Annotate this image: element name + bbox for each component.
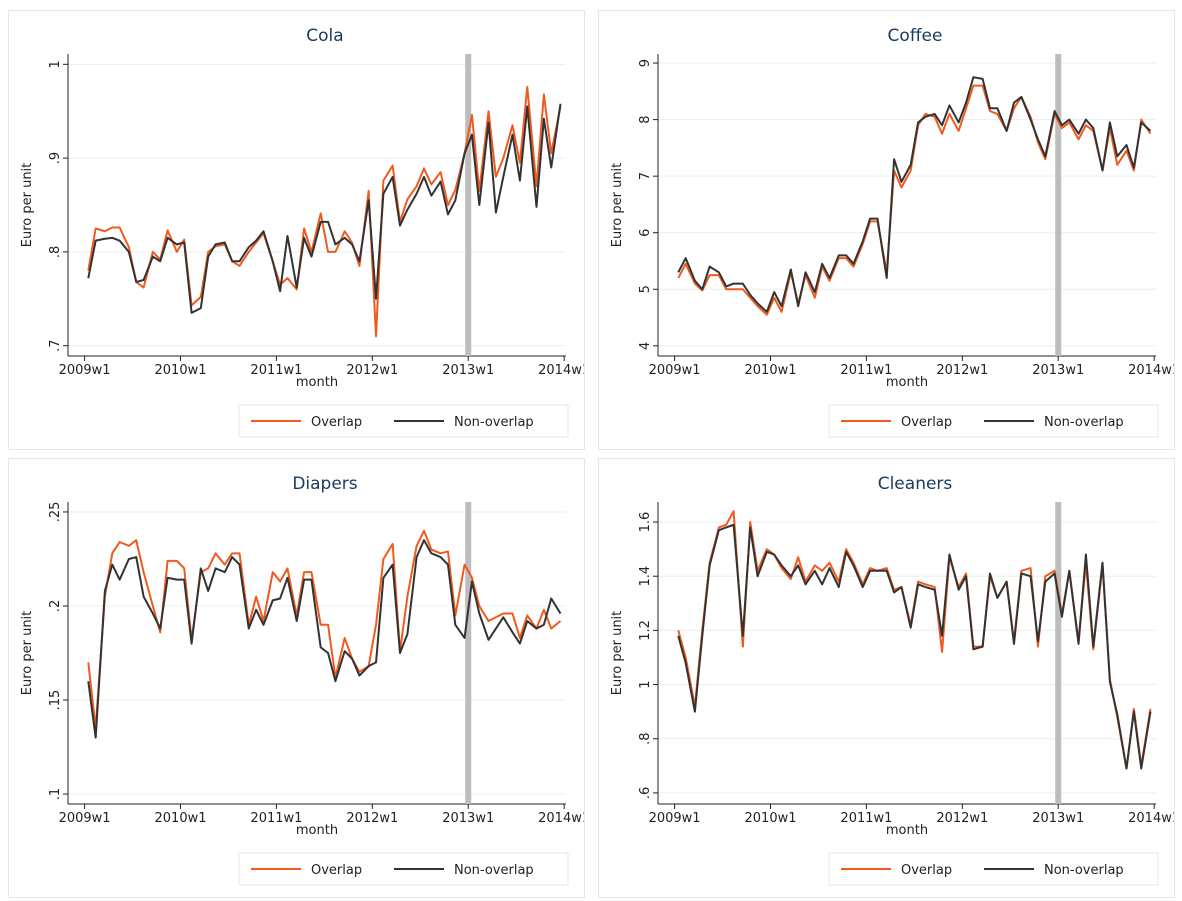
x-tick-label: 2009w1 xyxy=(59,811,111,826)
legend-label: Overlap xyxy=(901,863,952,878)
y-tick-label: 4 xyxy=(638,342,653,350)
x-tick-label: 2010w1 xyxy=(745,811,797,826)
x-tick-label: 2011w1 xyxy=(840,363,892,378)
x-tick-label: 2009w1 xyxy=(649,363,701,378)
x-tick-label: 2012w1 xyxy=(346,811,398,826)
y-tick-label: .15 xyxy=(48,690,63,711)
chart-title: Coffee xyxy=(888,26,943,46)
y-tick-label: .8 xyxy=(48,246,63,258)
chart-title: Cleaners xyxy=(878,474,953,494)
x-axis-label: month xyxy=(886,823,928,838)
y-tick-label: 1.4 xyxy=(638,566,653,587)
x-tick-label: 2012w1 xyxy=(936,811,988,826)
y-tick-label: .9 xyxy=(48,152,63,164)
x-tick-label: 2010w1 xyxy=(745,363,797,378)
x-axis-label: month xyxy=(296,375,338,390)
y-tick-label: 8 xyxy=(638,115,653,123)
x-tick-label: 2013w1 xyxy=(442,811,494,826)
x-tick-label: 2009w1 xyxy=(649,811,701,826)
chart: Cola .7 .8 .9 1 2009w1 2010w1 2011w1 2012w1 2013w… xyxy=(20,26,590,438)
y-tick-label: 5 xyxy=(638,285,653,293)
y-tick-label: 1 xyxy=(48,60,63,68)
y-axis-label: Euro per unit xyxy=(610,611,625,696)
panel: Cleaners .6 .8 1 1.2 1.4 1.6 2009w1 2010w1 2011w1… xyxy=(598,458,1180,898)
x-tick-label: 2013w1 xyxy=(442,363,494,378)
legend-label: Non-overlap xyxy=(454,415,534,430)
x-tick-label: 2012w1 xyxy=(936,363,988,378)
y-tick-label: 7 xyxy=(638,172,653,180)
legend-label: Overlap xyxy=(311,863,362,878)
x-tick-label: 2011w1 xyxy=(840,811,892,826)
panel: Cola .7 .8 .9 1 2009w1 2010w1 2011w1 2012w1 2013w… xyxy=(8,10,590,450)
series-line xyxy=(87,529,562,730)
legend-label: Non-overlap xyxy=(1044,863,1124,878)
y-tick-label: 1 xyxy=(638,680,653,688)
x-tick-label: 2014w1 xyxy=(1128,363,1174,378)
legend-label: Overlap xyxy=(901,415,952,430)
y-tick-label: .8 xyxy=(638,733,653,745)
y-tick-label: .6 xyxy=(638,787,653,799)
x-tick-label: 2014w1 xyxy=(538,363,584,378)
x-tick-label: 2012w1 xyxy=(346,363,398,378)
y-tick-label: .1 xyxy=(48,788,63,800)
y-tick-label: .7 xyxy=(48,339,63,351)
panel: Diapers .1 .15 .2 .25 2009w1 2010w1 2011w1 2012w… xyxy=(8,458,590,898)
series-line xyxy=(677,76,1152,313)
x-tick-label: 2013w1 xyxy=(1032,811,1084,826)
y-tick-label: .25 xyxy=(48,502,63,523)
x-tick-label: 2011w1 xyxy=(250,363,302,378)
series-line xyxy=(677,523,1152,770)
chart: Diapers .1 .15 .2 .25 2009w1 2010w1 2011w1 2012w… xyxy=(20,474,590,886)
x-tick-label: 2013w1 xyxy=(1032,363,1084,378)
chart-title: Diapers xyxy=(292,474,357,494)
x-tick-label: 2010w1 xyxy=(155,363,207,378)
x-tick-label: 2011w1 xyxy=(250,811,302,826)
chart: Cleaners .6 .8 1 1.2 1.4 1.6 2009w1 2010w1 2011w1… xyxy=(610,474,1180,886)
y-axis-label: Euro per unit xyxy=(20,611,35,696)
x-axis-label: month xyxy=(886,375,928,390)
x-tick-label: 2014w1 xyxy=(538,811,584,826)
legend-label: Non-overlap xyxy=(1044,415,1124,430)
x-tick-label: 2010w1 xyxy=(155,811,207,826)
y-tick-label: .2 xyxy=(48,600,63,612)
panel: Coffee 4 5 6 7 8 9 2009w1 2010w1 2011w1 2012w1 2013… xyxy=(598,10,1180,450)
chart-title: Cola xyxy=(306,26,343,46)
x-axis-label: month xyxy=(296,823,338,838)
legend-label: Overlap xyxy=(311,415,362,430)
y-axis-label: Euro per unit xyxy=(610,163,625,248)
y-tick-label: 9 xyxy=(638,59,653,67)
legend-label: Non-overlap xyxy=(454,863,534,878)
y-tick-label: 1.6 xyxy=(638,512,653,533)
x-tick-label: 2014w1 xyxy=(1128,811,1174,826)
y-tick-label: 1.2 xyxy=(638,620,653,641)
x-tick-label: 2009w1 xyxy=(59,363,111,378)
series-line xyxy=(87,85,562,338)
y-tick-label: 6 xyxy=(638,229,653,237)
chart: Coffee 4 5 6 7 8 9 2009w1 2010w1 2011w1 2012w1 2013… xyxy=(610,26,1180,438)
series-line xyxy=(87,539,562,739)
y-axis-label: Euro per unit xyxy=(20,163,35,248)
series-line xyxy=(87,103,562,314)
